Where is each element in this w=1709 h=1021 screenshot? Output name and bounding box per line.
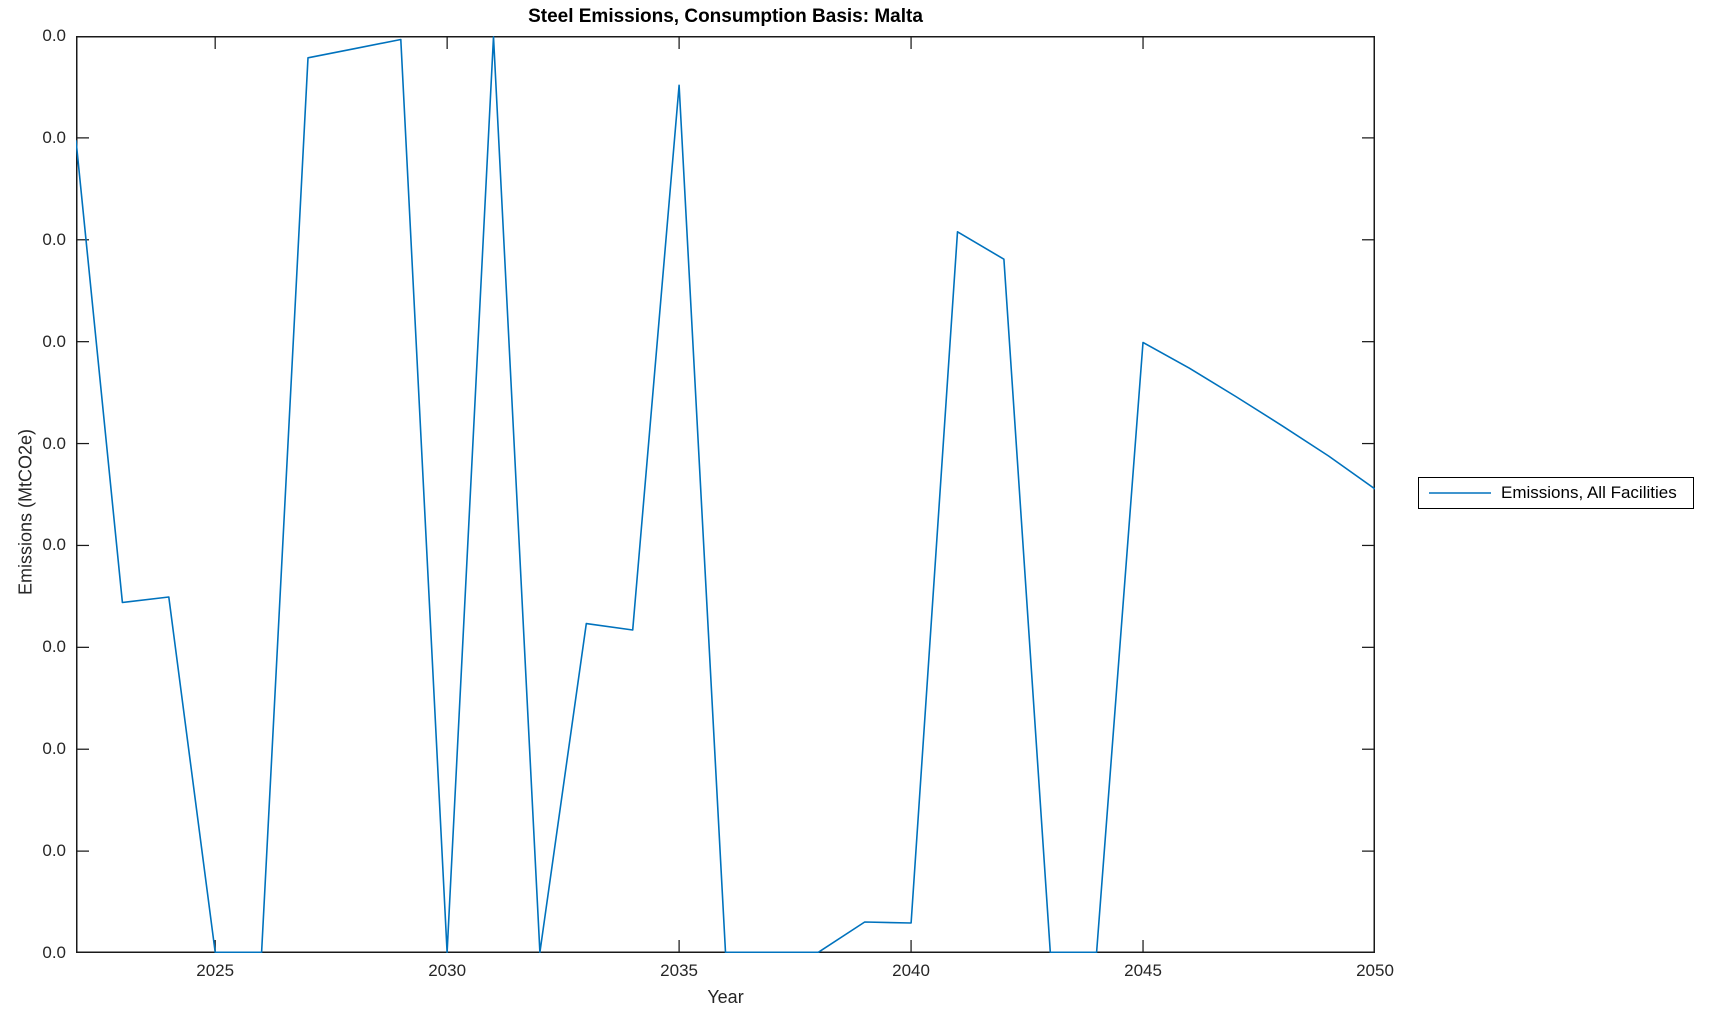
- y-tick-label: 0.0: [42, 943, 66, 962]
- y-axis-label: Emissions (MtCO2e): [15, 428, 36, 596]
- x-tick-label: 2030: [428, 961, 467, 980]
- y-tick-label: 0.0: [42, 433, 66, 453]
- y-tick-label: 0.0: [42, 229, 66, 249]
- y-tick-label: 0.0: [42, 535, 66, 555]
- axes-box: [76, 36, 1375, 953]
- x-tick-label: 2050: [1356, 961, 1394, 980]
- x-tick-label: 2035: [660, 961, 698, 980]
- x-tick-label: 2025: [196, 961, 235, 980]
- y-tick-label: 0.0: [42, 739, 66, 759]
- line-chart-svg: [76, 36, 1375, 953]
- y-tick-label: 0.0: [42, 331, 66, 351]
- y-tick-label: 0.0: [42, 26, 66, 45]
- y-tick-label: 0.0: [42, 127, 66, 147]
- y-tick-label: 0.0: [42, 841, 66, 861]
- x-tick-label: 2040: [892, 961, 930, 980]
- legend: Emissions, All Facilities: [1418, 477, 1694, 509]
- legend-entry-label: Emissions, All Facilities: [1501, 483, 1677, 502]
- plot-area: [76, 36, 1375, 953]
- emissions-line-series: [76, 36, 1375, 953]
- chart-title: Steel Emissions, Consumption Basis: Malt…: [528, 6, 923, 27]
- x-tick-label: 2045: [1124, 961, 1162, 980]
- y-tick-label: 0.0: [42, 637, 66, 657]
- legend-line-sample-icon: [1429, 492, 1491, 494]
- x-axis-label: Year: [707, 987, 744, 1007]
